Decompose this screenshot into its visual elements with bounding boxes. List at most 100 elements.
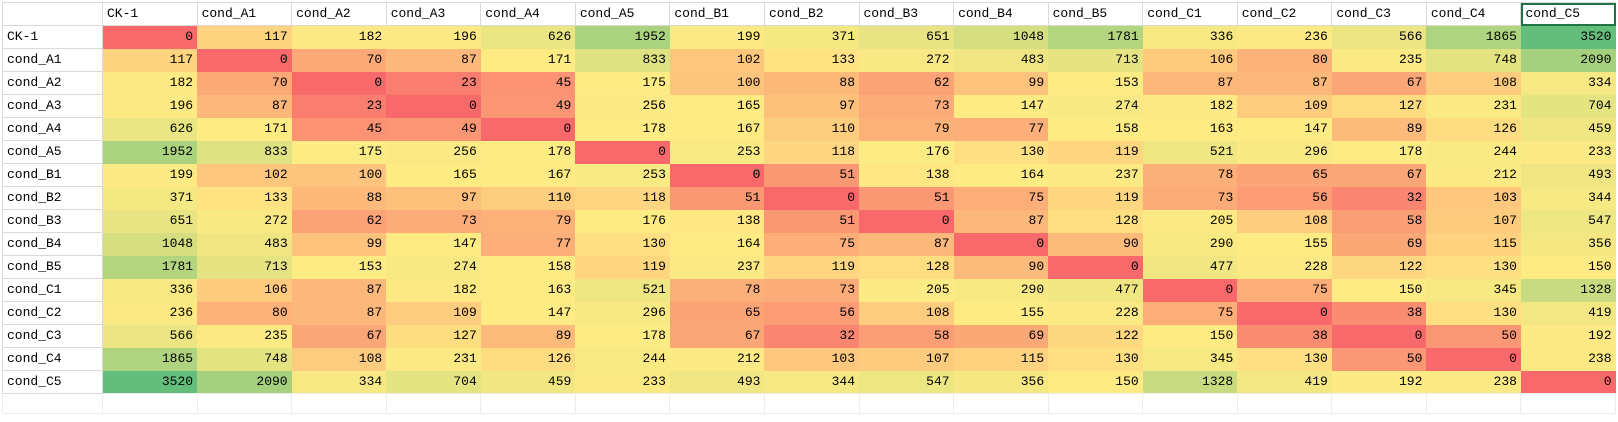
matrix-cell[interactable]: 167 xyxy=(480,163,576,187)
matrix-cell[interactable]: 110 xyxy=(480,186,576,210)
matrix-cell[interactable]: 274 xyxy=(386,255,481,279)
matrix-cell[interactable]: 244 xyxy=(1426,140,1521,164)
row-header[interactable]: cond_C3 xyxy=(2,324,103,348)
column-header[interactable]: cond_C4 xyxy=(1425,2,1522,26)
empty-cell[interactable] xyxy=(2,393,103,414)
matrix-cell[interactable]: 127 xyxy=(386,324,481,348)
matrix-cell[interactable]: 344 xyxy=(1520,186,1616,210)
matrix-cell[interactable]: 32 xyxy=(764,324,859,348)
matrix-cell[interactable]: 79 xyxy=(859,117,954,141)
matrix-cell[interactable]: 150 xyxy=(1142,324,1238,348)
row-header[interactable]: cond_A5 xyxy=(2,140,103,164)
matrix-cell[interactable]: 153 xyxy=(1048,71,1143,95)
matrix-cell[interactable]: 165 xyxy=(386,163,481,187)
row-header[interactable]: cond_C1 xyxy=(2,278,103,302)
matrix-cell[interactable]: 1048 xyxy=(102,232,198,256)
matrix-cell[interactable]: 38 xyxy=(1331,301,1427,325)
matrix-cell[interactable]: 356 xyxy=(1520,232,1616,256)
matrix-cell[interactable]: 233 xyxy=(575,370,670,394)
matrix-cell[interactable]: 3520 xyxy=(102,370,198,394)
matrix-cell[interactable]: 117 xyxy=(197,25,292,49)
matrix-cell[interactable]: 192 xyxy=(1331,370,1427,394)
matrix-cell[interactable]: 100 xyxy=(291,163,387,187)
matrix-cell[interactable]: 65 xyxy=(669,301,765,325)
matrix-cell[interactable]: 150 xyxy=(1520,255,1616,279)
matrix-cell[interactable]: 521 xyxy=(1142,140,1238,164)
matrix-cell[interactable]: 176 xyxy=(575,209,670,233)
matrix-cell[interactable]: 153 xyxy=(291,255,387,279)
matrix-cell[interactable]: 334 xyxy=(1520,71,1616,95)
matrix-cell[interactable]: 119 xyxy=(1048,140,1143,164)
matrix-cell[interactable]: 290 xyxy=(1142,232,1238,256)
matrix-cell[interactable]: 704 xyxy=(1520,94,1616,118)
column-header[interactable]: cond_B1 xyxy=(669,2,765,26)
matrix-cell[interactable]: 182 xyxy=(102,71,198,95)
matrix-cell[interactable]: 236 xyxy=(102,301,198,325)
empty-cell[interactable] xyxy=(858,393,955,414)
matrix-cell[interactable]: 69 xyxy=(1331,232,1427,256)
matrix-cell[interactable]: 163 xyxy=(1142,117,1238,141)
matrix-cell[interactable]: 73 xyxy=(764,278,859,302)
row-header[interactable]: cond_B3 xyxy=(2,209,103,233)
matrix-cell[interactable]: 164 xyxy=(953,163,1049,187)
matrix-cell[interactable]: 118 xyxy=(575,186,670,210)
matrix-cell[interactable]: 23 xyxy=(291,94,387,118)
column-header[interactable]: cond_C3 xyxy=(1331,2,1427,26)
matrix-cell[interactable]: 119 xyxy=(1048,186,1143,210)
matrix-cell[interactable]: 103 xyxy=(764,347,859,371)
matrix-cell[interactable]: 130 xyxy=(1426,255,1521,279)
matrix-cell[interactable]: 106 xyxy=(1142,48,1238,72)
column-header[interactable]: cond_A4 xyxy=(480,2,576,26)
matrix-cell[interactable]: 102 xyxy=(197,163,292,187)
matrix-cell[interactable]: 345 xyxy=(1426,278,1521,302)
matrix-cell[interactable]: 49 xyxy=(480,94,576,118)
matrix-cell[interactable]: 70 xyxy=(197,71,292,95)
column-header[interactable]: cond_C1 xyxy=(1142,2,1238,26)
matrix-cell[interactable]: 51 xyxy=(764,163,859,187)
empty-cell[interactable] xyxy=(763,393,860,414)
matrix-cell[interactable]: 69 xyxy=(953,324,1049,348)
matrix-cell[interactable]: 80 xyxy=(197,301,292,325)
matrix-cell[interactable]: 235 xyxy=(197,324,292,348)
column-header[interactable]: cond_A1 xyxy=(196,2,293,26)
matrix-cell[interactable]: 0 xyxy=(1142,278,1238,302)
empty-cell[interactable] xyxy=(1047,393,1144,414)
matrix-cell[interactable]: 107 xyxy=(859,347,954,371)
matrix-cell[interactable]: 253 xyxy=(575,163,670,187)
empty-cell[interactable] xyxy=(196,393,293,414)
matrix-cell[interactable]: 0 xyxy=(1237,301,1332,325)
matrix-cell[interactable]: 78 xyxy=(1142,163,1238,187)
matrix-cell[interactable]: 345 xyxy=(1142,347,1238,371)
matrix-cell[interactable]: 107 xyxy=(1426,209,1521,233)
matrix-cell[interactable]: 158 xyxy=(480,255,576,279)
matrix-cell[interactable]: 75 xyxy=(1237,278,1332,302)
matrix-cell[interactable]: 102 xyxy=(669,48,765,72)
matrix-cell[interactable]: 78 xyxy=(669,278,765,302)
matrix-cell[interactable]: 0 xyxy=(1048,255,1143,279)
matrix-cell[interactable]: 88 xyxy=(764,71,859,95)
matrix-cell[interactable]: 228 xyxy=(1048,301,1143,325)
matrix-cell[interactable]: 62 xyxy=(859,71,954,95)
matrix-cell[interactable]: 244 xyxy=(575,347,670,371)
matrix-cell[interactable]: 158 xyxy=(1048,117,1143,141)
matrix-cell[interactable]: 235 xyxy=(1331,48,1427,72)
empty-cell[interactable] xyxy=(1520,393,1616,414)
matrix-cell[interactable]: 0 xyxy=(1520,370,1616,394)
matrix-cell[interactable]: 626 xyxy=(102,117,198,141)
matrix-cell[interactable]: 150 xyxy=(1331,278,1427,302)
matrix-cell[interactable]: 138 xyxy=(859,163,954,187)
matrix-cell[interactable]: 73 xyxy=(386,209,481,233)
matrix-cell[interactable]: 419 xyxy=(1520,301,1616,325)
matrix-cell[interactable]: 713 xyxy=(197,255,292,279)
matrix-cell[interactable]: 100 xyxy=(669,71,765,95)
matrix-cell[interactable]: 87 xyxy=(291,301,387,325)
matrix-cell[interactable]: 45 xyxy=(291,117,387,141)
matrix-cell[interactable]: 371 xyxy=(764,25,859,49)
matrix-cell[interactable]: 108 xyxy=(859,301,954,325)
matrix-cell[interactable]: 192 xyxy=(1520,324,1616,348)
matrix-cell[interactable]: 99 xyxy=(291,232,387,256)
matrix-cell[interactable]: 521 xyxy=(575,278,670,302)
matrix-cell[interactable]: 256 xyxy=(386,140,481,164)
matrix-cell[interactable]: 178 xyxy=(575,117,670,141)
matrix-cell[interactable]: 272 xyxy=(859,48,954,72)
